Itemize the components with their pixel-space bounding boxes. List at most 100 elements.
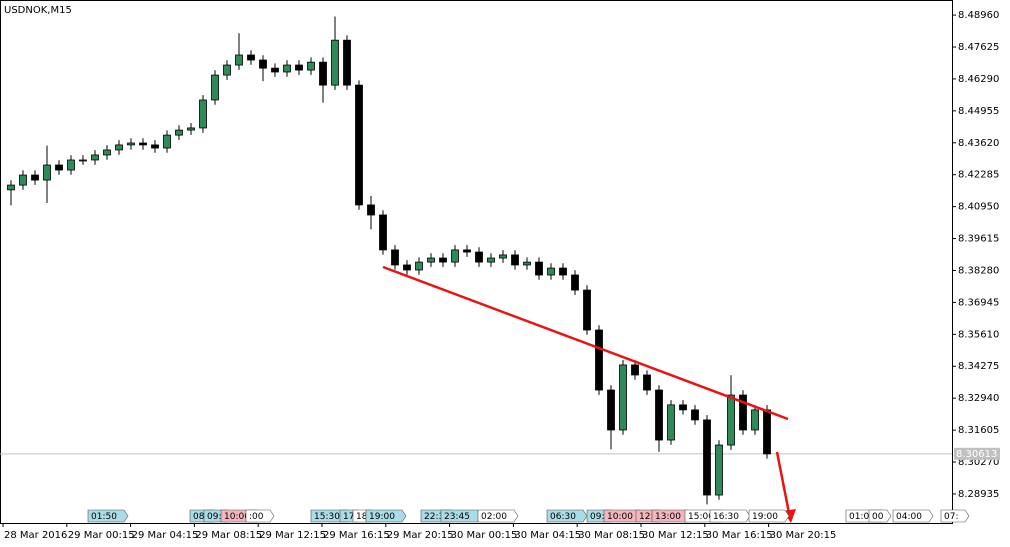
y-tick-label: 8.39615: [958, 234, 999, 245]
x-tick-label: 29 Mar 16:15: [323, 530, 390, 541]
candle-body: [223, 64, 231, 76]
event-tag-label: 10:00: [224, 512, 250, 522]
candle-body: [199, 99, 207, 129]
candle-body: [595, 329, 603, 391]
event-tag: :00: [245, 509, 275, 523]
event-tag-label: 09:: [207, 512, 221, 522]
event-tag-shape: [477, 509, 519, 523]
event-tag-label: 17: [343, 512, 354, 522]
x-tick-label: 30 Mar 04:15: [514, 530, 581, 541]
event-tag-label: 02:00: [481, 512, 507, 522]
x-tick-label: 29 Mar 08:15: [195, 530, 262, 541]
event-tag: 23:45: [440, 509, 482, 523]
event-tag-label: 10:00: [607, 512, 633, 522]
y-tick-label: 8.38280: [958, 265, 999, 276]
candle-body: [187, 127, 195, 131]
y-tick-label: 8.34275: [958, 361, 999, 372]
event-tag-label: 01:01: [849, 512, 875, 522]
candle-body: [331, 39, 339, 86]
candle-body: [751, 409, 759, 431]
x-tick-label: 29 Mar 12:15: [259, 530, 326, 541]
candle-body: [427, 257, 435, 263]
event-tag-label: 22:3: [424, 512, 444, 522]
candle-body: [619, 364, 627, 431]
event-tag-shape: [87, 509, 129, 523]
candle-body: [235, 54, 243, 66]
event-tag-label: 16:30: [713, 512, 739, 522]
y-tick-label: 8.31605: [958, 425, 999, 436]
candle-body: [259, 59, 267, 69]
candle-body: [691, 409, 699, 421]
event-tag: 19:00: [748, 509, 790, 523]
candle-body: [415, 261, 423, 271]
candle-body: [211, 74, 219, 101]
y-tick-label: 8.40950: [958, 202, 999, 213]
candle-body: [451, 249, 459, 263]
event-tag: 16:30: [709, 509, 751, 523]
candle-body: [151, 144, 159, 149]
candle-body: [535, 261, 543, 276]
event-tag: 04:00: [892, 509, 934, 523]
candle-body: [499, 254, 507, 259]
candle-body: [631, 364, 639, 376]
candle-body: [571, 274, 579, 291]
candle-body: [763, 409, 771, 455]
candle-body: [511, 254, 519, 266]
candle-body: [103, 149, 111, 156]
candle-body: [403, 264, 411, 271]
candle-body: [31, 174, 39, 181]
event-tag-shape: [748, 509, 790, 523]
candle-body: [655, 389, 663, 441]
y-tick-label: 8.35610: [958, 329, 999, 340]
y-tick-label: 8.36945: [958, 297, 999, 308]
event-tag-label: 15:00: [688, 512, 714, 522]
candle-body: [175, 129, 183, 136]
candle-body: [475, 251, 483, 263]
event-tag-label: 12:: [639, 512, 653, 522]
event-tag-shape: [940, 509, 970, 523]
candle-body: [643, 374, 651, 391]
y-tick-label: 8.47625: [958, 42, 999, 53]
candle-body: [79, 159, 87, 162]
x-tick-label: 30 Mar 12:15: [642, 530, 709, 541]
candle-body: [523, 261, 531, 266]
candle-body: [67, 159, 75, 171]
candle-body: [355, 84, 363, 206]
x-tick-label: 29 Mar 00:15: [68, 530, 135, 541]
event-tag-label: 01:50: [91, 512, 117, 522]
candle-body: [43, 164, 51, 181]
candle-body: [295, 64, 303, 71]
x-tick-label: 29 Mar 20:15: [387, 530, 454, 541]
event-tag-shape: [245, 509, 275, 523]
event-tag-shape: [868, 509, 892, 523]
y-tick-label: 8.43620: [958, 138, 999, 149]
y-tick-label: 8.28935: [958, 489, 999, 500]
x-tick-label: 30 Mar 16:15: [706, 530, 773, 541]
event-tag-shape: [892, 509, 934, 523]
candle-body: [727, 394, 735, 446]
event-tag: 01:50: [87, 509, 129, 523]
event-tag-label: 19:00: [369, 512, 395, 522]
y-tick-label: 8.32940: [958, 393, 999, 404]
candle-body: [715, 444, 723, 496]
x-tick-label: 30 Mar 00:15: [451, 530, 518, 541]
y-tick-label: 8.44955: [958, 106, 999, 117]
event-tag-label: 04:00: [896, 512, 922, 522]
candle-body: [307, 61, 315, 71]
event-tag-label: 13:00: [655, 512, 681, 522]
candle-body: [343, 39, 351, 86]
y-tick-label: 8.30270: [958, 457, 999, 468]
current-price-label: 8.30613: [956, 449, 997, 460]
event-tag-label: 08:: [193, 512, 207, 522]
event-tag-shape: [709, 509, 751, 523]
candle-body: [463, 249, 471, 253]
candle-body: [55, 164, 63, 171]
candle-body: [607, 389, 615, 431]
x-tick-label: 29 Mar 04:15: [132, 530, 199, 541]
event-tag-label: 23:45: [444, 512, 470, 522]
y-tick-label: 8.46290: [958, 74, 999, 85]
chart-title: USDNOK,M15: [4, 5, 72, 16]
candle-body: [703, 419, 711, 496]
x-tick-label: 30 Mar 20:15: [770, 530, 837, 541]
